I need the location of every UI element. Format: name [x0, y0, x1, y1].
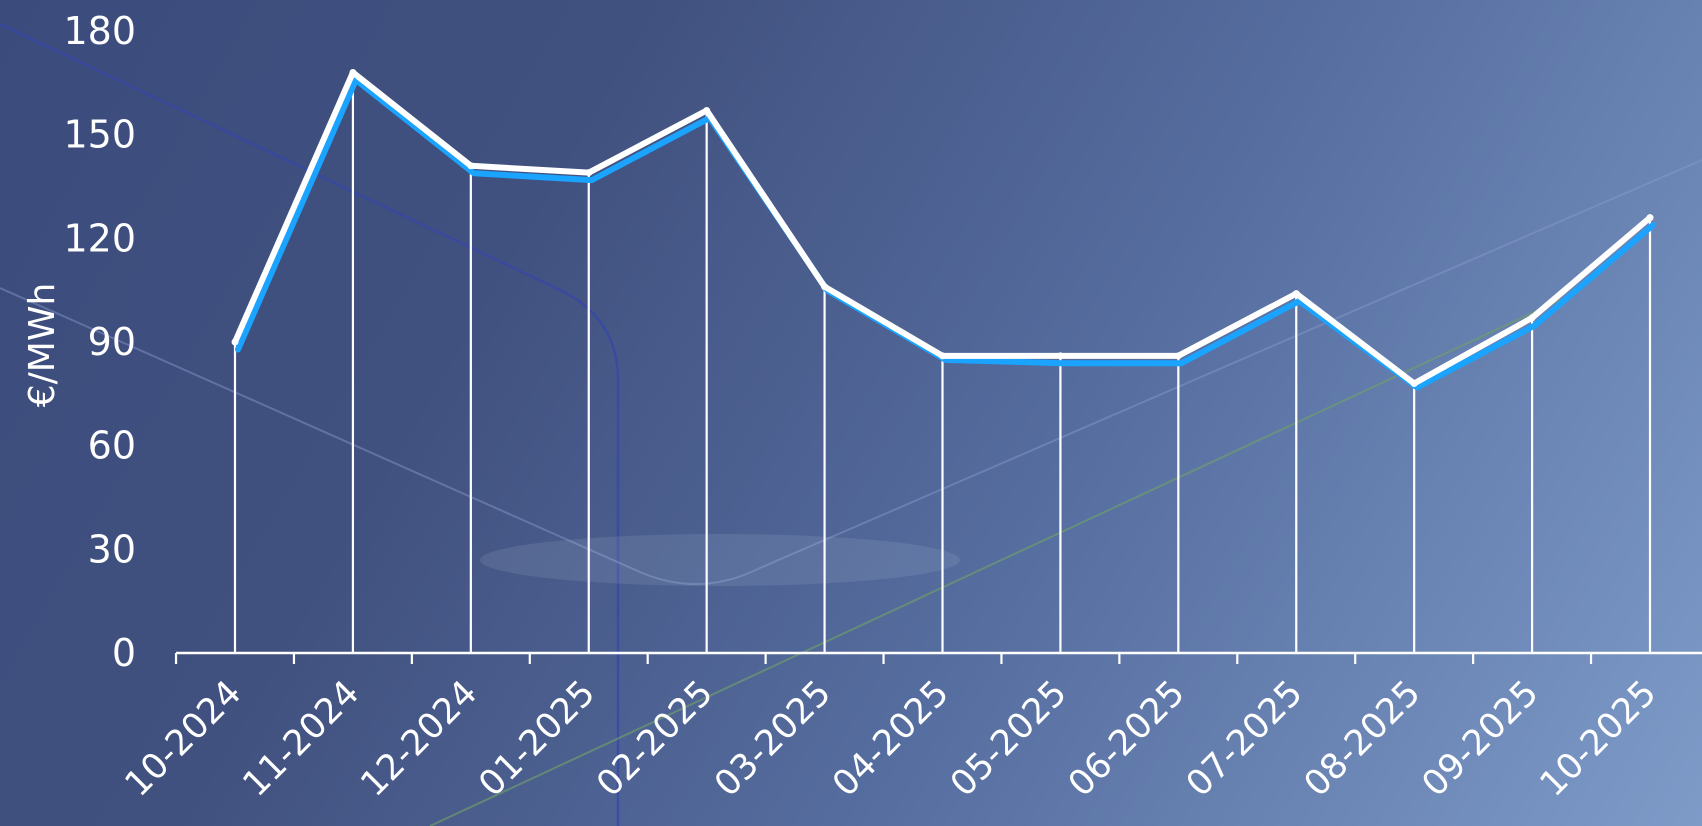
decor-glow [480, 534, 960, 586]
x-tick-label: 01-2025 [471, 673, 603, 805]
y-tick-label: 120 [63, 216, 136, 260]
x-tick-label: 05-2025 [943, 673, 1075, 805]
decor-curve-light [0, 159, 1702, 585]
data-point [939, 352, 946, 360]
series-line-main [232, 69, 1653, 387]
x-tick-label: 12-2024 [353, 673, 485, 805]
axes [174, 651, 1702, 664]
data-point [1056, 352, 1064, 360]
y-tick-label: 90 [88, 320, 136, 364]
data-point [821, 283, 829, 291]
x-tick-label: 09-2025 [1415, 673, 1547, 805]
data-point [231, 338, 239, 346]
y-tick-label: 60 [88, 424, 136, 468]
x-tick-label: 02-2025 [589, 673, 721, 805]
x-tick-label: 08-2025 [1297, 673, 1429, 805]
drop-lines [233, 72, 1652, 653]
tick-labels: 0 30 60 90 120 150 180 10-202411-202412-202401-… [63, 9, 1664, 805]
x-tick-label: 10-2024 [118, 673, 250, 805]
data-point [1528, 314, 1536, 322]
data-point [703, 106, 711, 114]
x-tick-label: 07-2025 [1179, 673, 1311, 805]
x-tick-label: 04-2025 [825, 673, 957, 805]
y-tick-label: 0 [112, 631, 136, 675]
y-tick-label: 180 [63, 9, 136, 53]
y-tick-label: 150 [63, 113, 136, 157]
series-layer [231, 68, 1656, 391]
data-point [349, 68, 357, 76]
x-tick-label: 11-2024 [236, 673, 368, 805]
x-tick-label: 06-2025 [1061, 673, 1193, 805]
background-decoration [0, 22, 1702, 826]
data-point [1646, 214, 1654, 222]
x-tick-label: 10-2025 [1533, 673, 1665, 805]
data-point [585, 169, 593, 177]
data-point [1174, 352, 1182, 360]
data-point [467, 162, 475, 170]
data-point [1292, 290, 1300, 298]
data-point [1410, 379, 1418, 387]
decor-curve-blue [0, 22, 620, 826]
y-axis-title: €/MWh [22, 283, 63, 408]
y-tick-label: 30 [88, 527, 136, 571]
x-tick-label: 03-2025 [707, 673, 839, 805]
series-line-shadow [235, 76, 1656, 391]
decor-line-green [429, 299, 1561, 826]
